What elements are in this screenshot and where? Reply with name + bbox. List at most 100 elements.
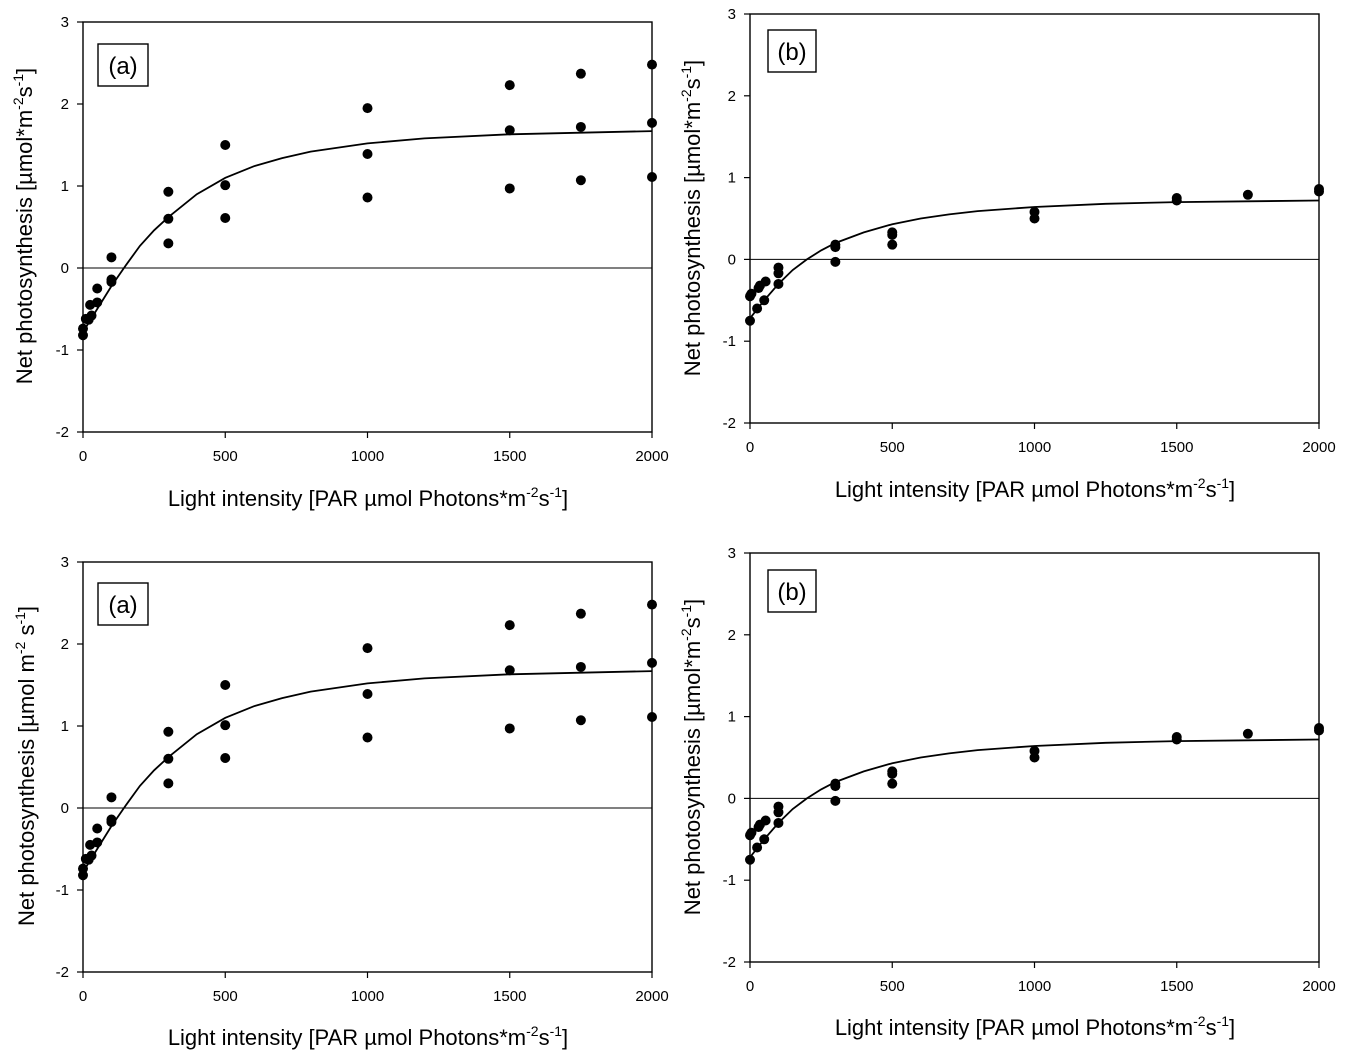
data-point [504,620,515,631]
y-tick-label: 2 [61,96,69,113]
x-axis-label-part: s [1206,477,1217,502]
y-tick-label: -2 [723,415,736,432]
x-tick-label: 500 [213,988,238,1005]
y-tick-label: 3 [728,6,736,23]
x-tick-label: 0 [746,439,754,456]
y-axis-label-part: ] [680,599,705,605]
y-axis-label-part: ] [680,60,705,66]
data-point [746,288,757,299]
data-point [92,823,103,834]
y-tick-label: 2 [61,636,69,653]
x-axis-label: Light intensity [PAR µmol Photons*m-2s-1… [835,1013,1235,1040]
data-point [773,817,784,828]
data-point [1029,745,1040,756]
data-point [752,842,763,853]
data-point [647,599,657,610]
panel-label: (a) [108,53,137,80]
x-tick-label: 1000 [351,448,384,465]
y-axis-label-part: Net photosynthesis [µmol*m [680,641,705,915]
y-tick-label: 0 [61,800,69,817]
data-point [575,661,586,672]
data-point [1242,189,1253,200]
data-point [163,778,174,789]
data-point [830,795,841,806]
data-point [504,183,515,194]
data-point [647,171,657,182]
data-point [745,854,755,865]
chart-panel-bottom-right: 0 500 1000 1500 2000 -2 -1 0 1 2 3 (b) Light intensi… [678,545,1336,1040]
x-tick-label: 2000 [635,448,668,465]
y-tick-label: 3 [728,545,736,562]
data-point [760,815,771,826]
x-axis-label-part: Light intensity [PAR µmol Photons*m [168,486,526,511]
x-tick-label: 1000 [351,988,384,1005]
x-tick-label: 500 [880,978,905,995]
data-point [78,863,88,874]
x-axis-label-part: -1 [1217,1013,1230,1029]
y-tick-label: 3 [61,14,69,31]
data-point [163,726,174,737]
data-point [1029,206,1040,217]
panel-label-box [97,43,149,87]
x-tick-label: 1000 [1018,978,1051,995]
x-tick-label: 2000 [1302,439,1335,456]
data-point [86,850,97,861]
y-axis-label-part: ] [12,68,37,74]
y-axis-label-part: -1 [678,605,694,618]
data-point [647,657,657,668]
panel-label-box [767,569,817,613]
data-point [362,643,373,654]
data-point [220,680,231,690]
data-point [220,212,231,223]
panel-label: (b) [777,579,806,606]
x-axis-label: Light intensity [PAR µmol Photons*m-2s-1… [168,1023,568,1050]
x-axis-label-part: -2 [526,484,539,500]
y-tick-label: 2 [728,88,736,105]
data-point [830,778,841,789]
y-axis-label-part: -2 [10,97,26,110]
data-point [773,278,784,289]
fit-curve [82,670,653,873]
y-axis-label: Net photosynthesis [µmol*m-2s-1] [678,60,705,376]
y-axis-label-part: -2 [12,641,28,654]
data-point [106,792,117,803]
data-point [504,125,515,136]
data-point [887,766,898,777]
x-tick-label: 0 [79,988,87,1005]
data-point [575,175,586,186]
data-point [163,753,174,764]
y-tick-label: 0 [61,260,69,277]
data-point [887,239,898,250]
data-point [362,149,373,160]
data-point [887,778,898,789]
x-tick-label: 2000 [1302,978,1335,995]
x-axis-label-part: ] [562,1025,568,1050]
data-point [759,834,770,845]
data-point [220,140,231,150]
data-point [1314,184,1324,195]
chart-panel-top-right: 0 500 1000 1500 2000 -2 -1 0 1 2 3 (b) Light intensi… [678,6,1336,502]
data-point [106,814,117,825]
y-axis-label-part: s [680,617,705,628]
data-point [575,121,586,132]
data-point [106,252,117,263]
y-axis-label-part: s [680,78,705,89]
y-tick-label: -2 [56,424,69,441]
x-axis-label: Light intensity [PAR µmol Photons*m-2s-1… [168,484,568,511]
x-axis-label-part: -1 [1217,475,1230,491]
chart-panel-top-left: 0 500 1000 1500 2000 -2 -1 0 1 2 3 (a) Light intensi… [10,14,669,511]
data-point [92,283,103,294]
x-tick-label: 0 [79,448,87,465]
data-point [163,213,174,224]
data-point [78,323,88,334]
data-point [163,186,174,197]
data-point [773,262,784,273]
y-tick-label: -1 [723,333,736,350]
data-point [106,274,117,285]
panel-label: (a) [108,592,137,619]
data-point [647,117,657,128]
y-axis-label: Net photosynthesis [µmol m-2 s-1] [12,606,39,926]
data-point [1171,193,1182,204]
data-point [746,827,757,838]
x-tick-label: 1000 [1018,439,1051,456]
